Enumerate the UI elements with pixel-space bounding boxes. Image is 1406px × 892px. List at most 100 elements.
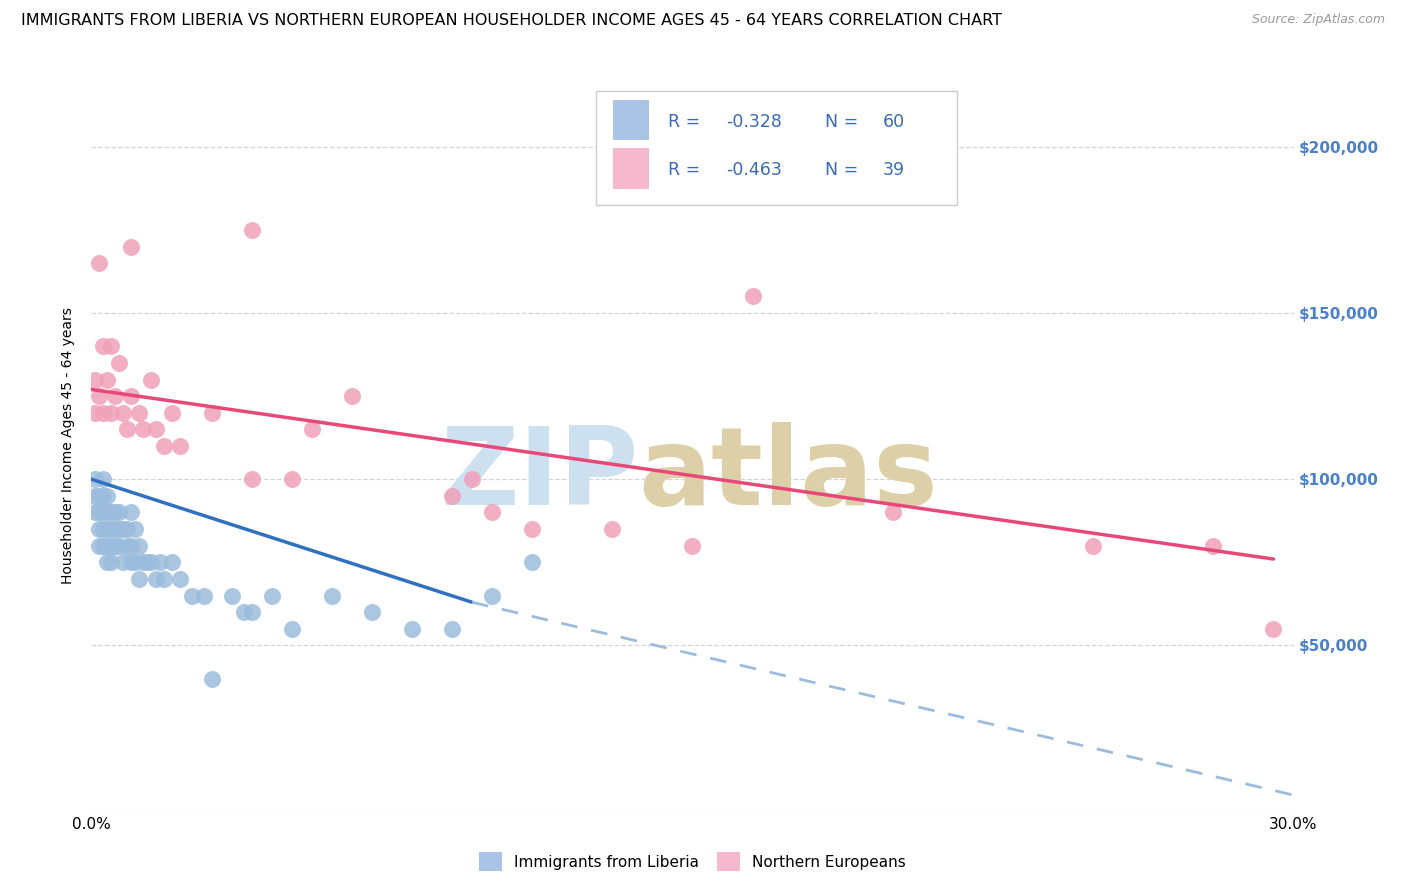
- Text: N =: N =: [825, 113, 863, 131]
- Point: [89, 522, 111, 536]
- Point: [121, 555, 143, 569]
- Point: [240, 223, 263, 237]
- Point: [117, 539, 139, 553]
- Point: [108, 522, 131, 536]
- Point: [108, 539, 131, 553]
- Point: [136, 555, 159, 569]
- Point: [321, 589, 343, 603]
- Point: [141, 555, 163, 569]
- Point: [882, 506, 904, 520]
- Text: Source: ZipAtlas.com: Source: ZipAtlas.com: [1251, 13, 1385, 27]
- Point: [93, 522, 115, 536]
- Point: [84, 489, 107, 503]
- Point: [93, 472, 115, 486]
- Point: [201, 406, 224, 420]
- Point: [281, 472, 304, 486]
- Point: [132, 422, 155, 436]
- Point: [160, 555, 183, 569]
- Point: [84, 406, 107, 420]
- Point: [1202, 539, 1225, 553]
- FancyBboxPatch shape: [596, 91, 957, 204]
- Point: [160, 406, 183, 420]
- Text: 60: 60: [883, 113, 904, 131]
- Point: [741, 289, 763, 303]
- Point: [132, 555, 155, 569]
- Point: [148, 555, 170, 569]
- Point: [96, 489, 118, 503]
- Point: [481, 506, 503, 520]
- Point: [145, 422, 167, 436]
- Point: [93, 406, 115, 420]
- Point: [96, 522, 118, 536]
- Text: N =: N =: [825, 161, 863, 179]
- Point: [440, 489, 463, 503]
- Point: [96, 539, 118, 553]
- Point: [100, 339, 122, 353]
- Point: [461, 472, 484, 486]
- Point: [141, 372, 163, 386]
- Point: [522, 555, 544, 569]
- Point: [84, 372, 107, 386]
- Point: [121, 539, 143, 553]
- Point: [169, 439, 191, 453]
- Point: [602, 522, 624, 536]
- Point: [112, 522, 135, 536]
- Point: [281, 622, 304, 636]
- Point: [124, 522, 146, 536]
- Point: [84, 506, 107, 520]
- Point: [440, 622, 463, 636]
- Point: [89, 256, 111, 270]
- Point: [128, 572, 150, 586]
- Point: [96, 506, 118, 520]
- Point: [360, 605, 382, 619]
- Point: [112, 555, 135, 569]
- Point: [89, 389, 111, 403]
- Point: [221, 589, 243, 603]
- Point: [108, 356, 131, 370]
- Point: [100, 522, 122, 536]
- Point: [152, 572, 174, 586]
- Point: [104, 522, 127, 536]
- Text: -0.463: -0.463: [725, 161, 782, 179]
- Point: [117, 522, 139, 536]
- Point: [681, 539, 703, 553]
- Point: [169, 572, 191, 586]
- Point: [100, 539, 122, 553]
- Point: [240, 472, 263, 486]
- Point: [340, 389, 363, 403]
- Point: [401, 622, 423, 636]
- Point: [93, 489, 115, 503]
- Text: atlas: atlas: [638, 422, 938, 528]
- Point: [100, 406, 122, 420]
- Point: [96, 372, 118, 386]
- Point: [93, 506, 115, 520]
- Text: -0.328: -0.328: [725, 113, 782, 131]
- Text: R =: R =: [668, 113, 706, 131]
- Text: 39: 39: [883, 161, 904, 179]
- FancyBboxPatch shape: [613, 148, 650, 188]
- Point: [301, 422, 323, 436]
- Point: [93, 539, 115, 553]
- Point: [121, 239, 143, 253]
- Point: [108, 506, 131, 520]
- Point: [1263, 622, 1285, 636]
- Point: [180, 589, 202, 603]
- Point: [96, 555, 118, 569]
- Point: [100, 555, 122, 569]
- Point: [121, 506, 143, 520]
- Text: R =: R =: [668, 161, 706, 179]
- Point: [112, 406, 135, 420]
- Point: [145, 572, 167, 586]
- Text: ZIP: ZIP: [440, 422, 638, 528]
- Point: [93, 339, 115, 353]
- Point: [89, 489, 111, 503]
- Point: [193, 589, 215, 603]
- Point: [104, 539, 127, 553]
- Text: IMMIGRANTS FROM LIBERIA VS NORTHERN EUROPEAN HOUSEHOLDER INCOME AGES 45 - 64 YEA: IMMIGRANTS FROM LIBERIA VS NORTHERN EURO…: [21, 13, 1002, 29]
- Point: [481, 589, 503, 603]
- Point: [89, 506, 111, 520]
- Point: [121, 389, 143, 403]
- Y-axis label: Householder Income Ages 45 - 64 years: Householder Income Ages 45 - 64 years: [62, 308, 76, 584]
- Point: [124, 555, 146, 569]
- Point: [201, 672, 224, 686]
